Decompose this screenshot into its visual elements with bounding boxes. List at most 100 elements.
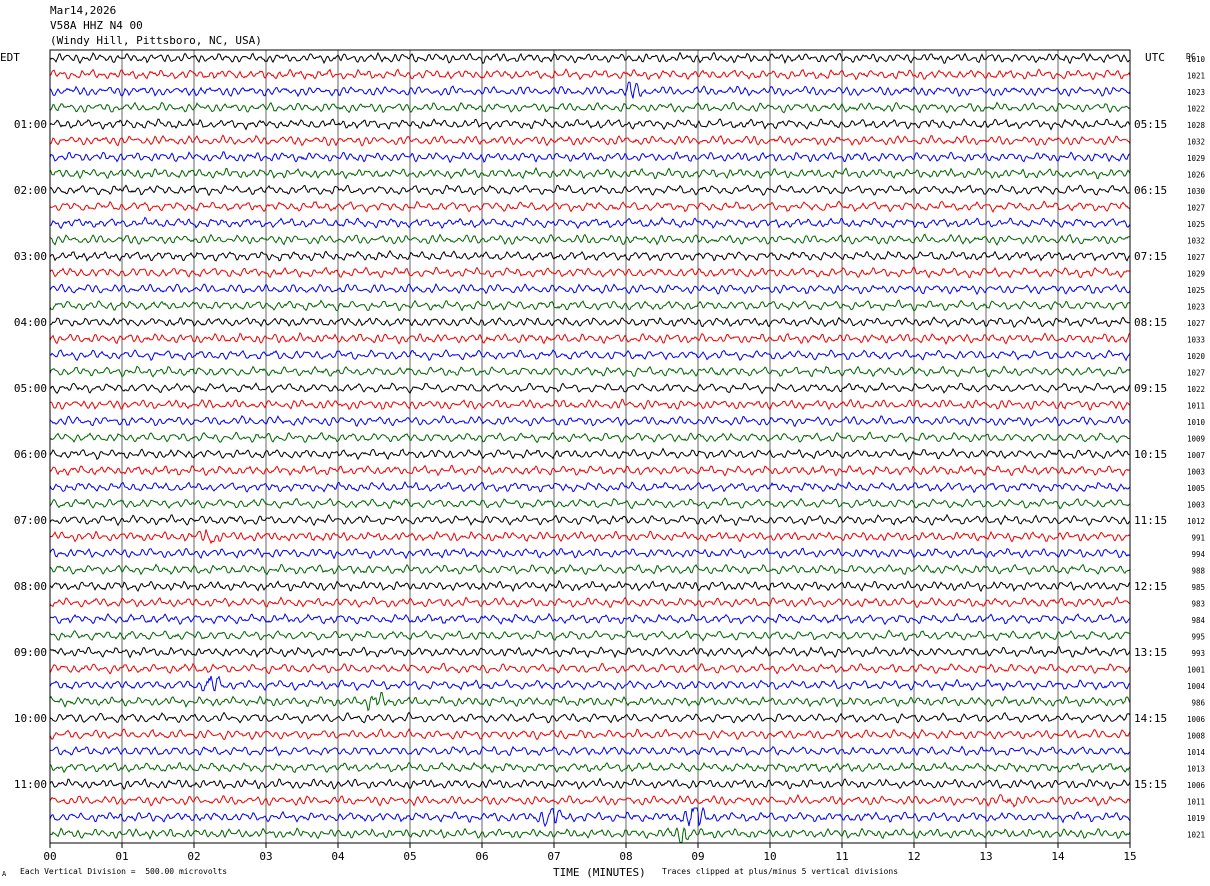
dc-value-11: 1025 xyxy=(1187,220,1205,229)
x-tick-label-03: 03 xyxy=(259,850,272,863)
dc-value-47: 1019 xyxy=(1187,814,1205,823)
trace-17 xyxy=(50,316,1130,328)
utc-label-12:15: 12:15 xyxy=(1134,580,1167,593)
dc-value-46: 1011 xyxy=(1187,798,1205,807)
trace-22 xyxy=(49,398,1131,411)
trace-48 xyxy=(49,826,1131,843)
dc-value-38: 1001 xyxy=(1187,666,1205,675)
dc-value-31: 994 xyxy=(1191,550,1205,559)
dc-value-29: 1012 xyxy=(1187,517,1205,526)
dc-value-36: 995 xyxy=(1191,633,1205,642)
dc-header: DC xyxy=(1186,52,1196,61)
trace-7 xyxy=(49,151,1131,164)
trace-12 xyxy=(49,233,1131,246)
utc-label-07:15: 07:15 xyxy=(1134,250,1167,263)
utc-label-06:15: 06:15 xyxy=(1134,184,1167,197)
utc-label-13:15: 13:15 xyxy=(1134,646,1167,659)
x-tick-label-07: 07 xyxy=(547,850,560,863)
trace-16 xyxy=(49,299,1131,312)
dc-value-33: 985 xyxy=(1191,583,1205,592)
header-station: V58A HHZ N4 00 xyxy=(50,19,143,32)
trace-26 xyxy=(49,464,1131,477)
dc-value-19: 1020 xyxy=(1187,352,1206,361)
dc-value-30: 991 xyxy=(1191,534,1205,543)
dc-value-4: 1022 xyxy=(1187,105,1205,114)
dc-value-16: 1023 xyxy=(1187,303,1205,312)
dc-value-37: 993 xyxy=(1191,649,1205,658)
dc-value-27: 1005 xyxy=(1187,484,1205,493)
dc-value-25: 1007 xyxy=(1187,451,1205,460)
x-tick-label-06: 06 xyxy=(475,850,488,863)
trace-9 xyxy=(49,184,1131,197)
trace-30 xyxy=(49,529,1131,545)
x-tick-label-08: 08 xyxy=(619,850,632,863)
dc-value-34: 983 xyxy=(1191,600,1205,609)
trace-18 xyxy=(49,332,1131,346)
trace-19 xyxy=(49,349,1131,362)
trace-46 xyxy=(49,793,1131,808)
trace-37 xyxy=(49,645,1131,659)
trace-40 xyxy=(49,692,1131,712)
trace-32 xyxy=(49,563,1131,576)
dc-value-39: 1004 xyxy=(1187,682,1206,691)
dc-value-17: 1027 xyxy=(1187,319,1205,328)
dc-value-24: 1009 xyxy=(1187,435,1205,444)
dc-value-18: 1033 xyxy=(1187,336,1205,345)
dc-value-42: 1008 xyxy=(1187,732,1206,741)
dc-value-9: 1030 xyxy=(1187,187,1206,196)
hour-labels: 01:00 02:00 03:00 04:00 05:00 06:00 07:00 08:00… xyxy=(14,118,1167,791)
trace-3 xyxy=(49,81,1131,99)
dc-value-14: 1029 xyxy=(1187,270,1205,279)
trace-42 xyxy=(49,728,1131,741)
dc-value-41: 1006 xyxy=(1187,715,1206,724)
corner-mark: A xyxy=(2,870,7,878)
trace-35 xyxy=(49,612,1131,626)
dc-value-32: 988 xyxy=(1191,567,1205,576)
utc-label-11:15: 11:15 xyxy=(1134,514,1167,527)
utc-label-05:15: 05:15 xyxy=(1134,118,1167,131)
right-axis-label: UTC xyxy=(1145,51,1165,64)
trace-13 xyxy=(49,249,1131,262)
trace-8 xyxy=(49,166,1131,180)
left-axis-label: EDT xyxy=(0,51,20,64)
x-tick-label-02: 02 xyxy=(187,850,200,863)
footer-scale-note: Each Vertical Division = 500.00 microvol… xyxy=(20,867,228,876)
trace-25 xyxy=(49,447,1131,461)
trace-2 xyxy=(49,68,1131,81)
edt-label-06:00: 06:00 xyxy=(14,448,47,461)
trace-36 xyxy=(49,629,1131,642)
trace-20 xyxy=(49,365,1131,378)
trace-10 xyxy=(49,200,1131,214)
x-axis-ticks: 00 01 02 03 04 05 06 07 08 09 10 11 12 13 14 15 xyxy=(43,843,1137,863)
dc-value-1: 1010 xyxy=(1187,55,1206,64)
seismic-traces xyxy=(49,51,1131,843)
dc-value-13: 1027 xyxy=(1187,253,1205,262)
dc-value-15: 1025 xyxy=(1187,286,1205,295)
trace-27 xyxy=(49,480,1131,494)
trace-38 xyxy=(49,662,1131,675)
dc-value-23: 1010 xyxy=(1187,418,1206,427)
trace-11 xyxy=(49,216,1131,230)
dc-value-10: 1027 xyxy=(1187,204,1205,213)
trace-28 xyxy=(49,497,1131,510)
utc-label-14:15: 14:15 xyxy=(1134,712,1167,725)
dc-value-6: 1032 xyxy=(1187,138,1205,147)
dc-value-8: 1026 xyxy=(1187,171,1206,180)
x-tick-label-13: 13 xyxy=(979,850,992,863)
dc-value-35: 984 xyxy=(1191,616,1205,625)
trace-34 xyxy=(49,596,1131,609)
x-tick-label-09: 09 xyxy=(691,850,704,863)
dc-value-12: 1032 xyxy=(1187,237,1205,246)
plot-frame xyxy=(49,49,1131,844)
x-tick-label-00: 00 xyxy=(43,850,56,863)
dc-value-20: 1027 xyxy=(1187,369,1205,378)
dc-value-7: 1029 xyxy=(1187,154,1205,163)
utc-label-08:15: 08:15 xyxy=(1134,316,1167,329)
trace-44 xyxy=(49,761,1131,774)
trace-29 xyxy=(49,513,1131,527)
x-tick-label-01: 01 xyxy=(115,850,128,863)
trace-23 xyxy=(49,415,1131,428)
header-date: Mar14,2026 xyxy=(50,4,117,17)
utc-label-15:15: 15:15 xyxy=(1134,778,1167,791)
